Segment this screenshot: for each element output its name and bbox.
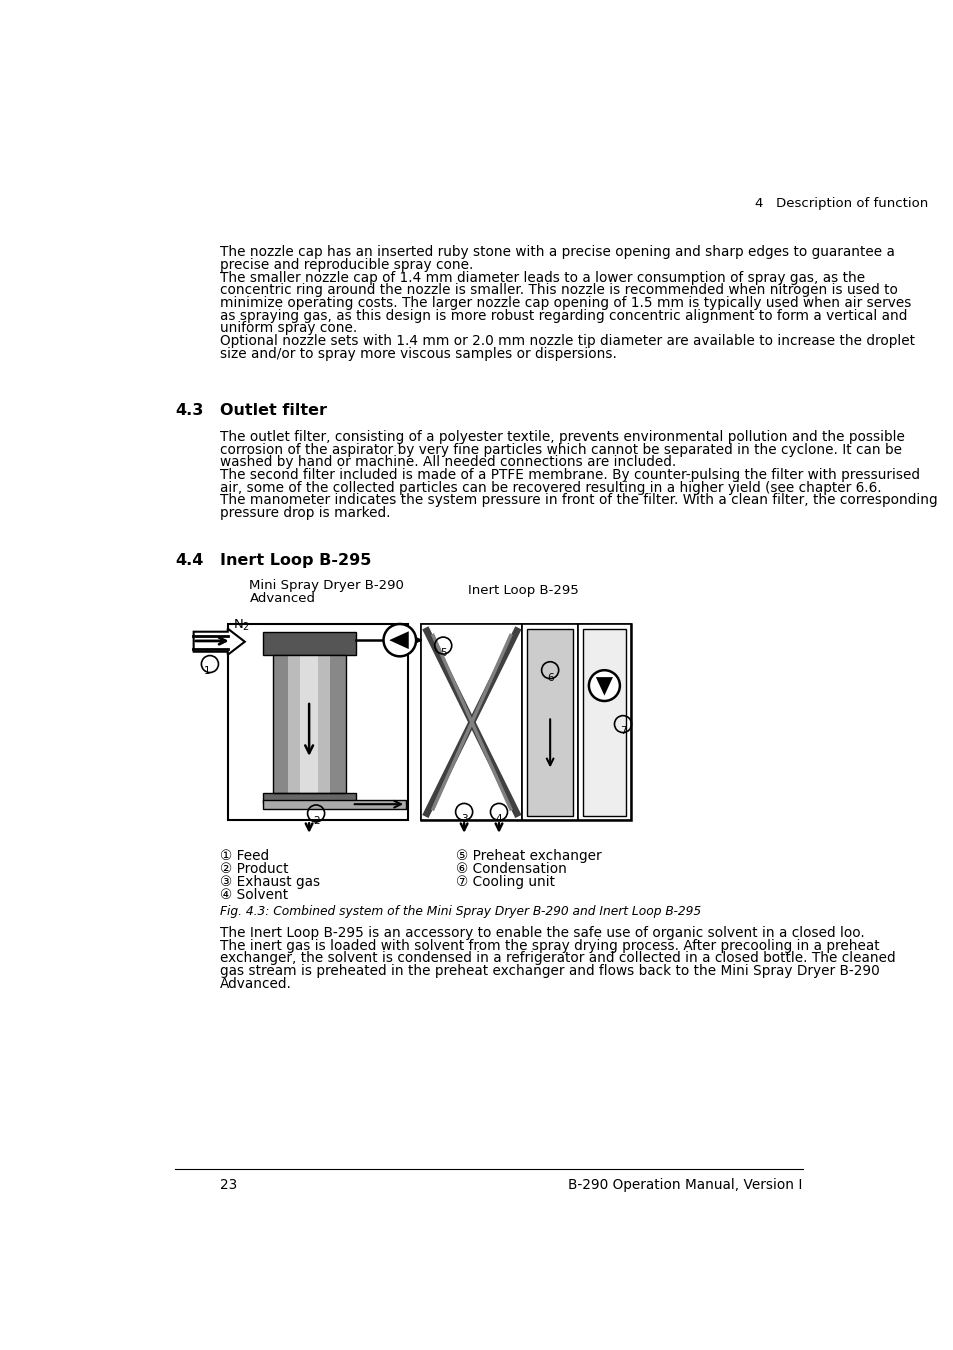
Text: Optional nozzle sets with 1.4 mm or 2.0 mm nozzle tip diameter are available to : Optional nozzle sets with 1.4 mm or 2.0 … xyxy=(220,333,914,348)
Bar xyxy=(273,655,288,794)
Text: concentric ring around the nozzle is smaller. This nozzle is recommended when ni: concentric ring around the nozzle is sma… xyxy=(220,284,897,297)
Text: exchanger, the solvent is condensed in a refrigerator and collected in a closed : exchanger, the solvent is condensed in a… xyxy=(220,952,895,965)
Bar xyxy=(262,799,406,809)
Text: Mini Spray Dryer B-290: Mini Spray Dryer B-290 xyxy=(249,579,404,593)
Bar xyxy=(262,794,355,803)
Text: uniform spray cone.: uniform spray cone. xyxy=(220,321,356,335)
Text: 5: 5 xyxy=(439,648,446,657)
Text: The second filter included is made of a PTFE membrane. By counter-pulsing the fi: The second filter included is made of a … xyxy=(220,468,919,482)
Polygon shape xyxy=(596,678,612,695)
Text: 1: 1 xyxy=(204,667,211,676)
Circle shape xyxy=(383,624,416,656)
Text: ⑤ Preheat exchanger: ⑤ Preheat exchanger xyxy=(456,849,601,863)
Polygon shape xyxy=(389,632,408,649)
Text: The inert gas is loaded with solvent from the spray drying process. After precoo: The inert gas is loaded with solvent fro… xyxy=(220,938,879,953)
Text: ⑥ Condensation: ⑥ Condensation xyxy=(456,861,567,876)
Circle shape xyxy=(588,670,619,701)
Bar xyxy=(578,624,630,821)
Text: The smaller nozzle cap of 1.4 mm diameter leads to a lower consumption of spray : The smaller nozzle cap of 1.4 mm diamete… xyxy=(220,270,864,285)
Text: 3: 3 xyxy=(460,814,467,825)
Bar xyxy=(421,624,630,821)
Bar xyxy=(421,624,521,821)
Text: corrosion of the aspirator by very fine particles which cannot be separated in t: corrosion of the aspirator by very fine … xyxy=(220,443,901,456)
Text: 7: 7 xyxy=(619,726,626,736)
Text: 6: 6 xyxy=(546,672,553,683)
Text: ① Feed: ① Feed xyxy=(220,849,269,863)
Text: as spraying gas, as this design is more robust regarding concentric alignment to: as spraying gas, as this design is more … xyxy=(220,309,906,323)
Text: The outlet filter, consisting of a polyester textile, prevents environmental pol: The outlet filter, consisting of a polye… xyxy=(220,429,904,444)
Text: 4   Description of function: 4 Description of function xyxy=(754,197,927,211)
Bar xyxy=(262,632,355,655)
Text: B-290 Operation Manual, Version I: B-290 Operation Manual, Version I xyxy=(568,1179,802,1192)
Bar xyxy=(288,655,330,794)
Text: ④ Solvent: ④ Solvent xyxy=(220,888,288,902)
Bar xyxy=(299,655,318,794)
Text: Advanced.: Advanced. xyxy=(220,976,292,991)
Text: size and/or to spray more viscous samples or dispersions.: size and/or to spray more viscous sample… xyxy=(220,347,617,360)
Text: 4.4: 4.4 xyxy=(174,554,203,568)
Text: The manometer indicates the system pressure in front of the filter. With a clean: The manometer indicates the system press… xyxy=(220,494,937,508)
Text: Inert Loop B-295: Inert Loop B-295 xyxy=(220,554,371,568)
Text: Inert Loop B-295: Inert Loop B-295 xyxy=(468,585,578,597)
Text: ③ Exhaust gas: ③ Exhaust gas xyxy=(220,875,320,890)
Text: The Inert Loop B-295 is an accessory to enable the safe use of organic solvent i: The Inert Loop B-295 is an accessory to … xyxy=(220,926,863,940)
Text: 2: 2 xyxy=(313,815,319,826)
Bar xyxy=(273,655,345,794)
Text: minimize operating costs. The larger nozzle cap opening of 1.5 mm is typically u: minimize operating costs. The larger noz… xyxy=(220,296,910,310)
Text: Fig. 4.3: Combined system of the Mini Spray Dryer B-290 and Inert Loop B-295: Fig. 4.3: Combined system of the Mini Sp… xyxy=(220,904,700,918)
Text: 4: 4 xyxy=(496,814,502,825)
Text: ② Product: ② Product xyxy=(220,861,288,876)
Text: 2: 2 xyxy=(242,622,249,632)
Polygon shape xyxy=(193,629,245,655)
Text: washed by hand or machine. All needed connections are included.: washed by hand or machine. All needed co… xyxy=(220,455,676,470)
Text: pressure drop is marked.: pressure drop is marked. xyxy=(220,506,390,520)
Bar xyxy=(228,624,407,821)
Text: Advanced: Advanced xyxy=(249,591,315,605)
Text: 4.3: 4.3 xyxy=(174,404,203,418)
Text: ⑦ Cooling unit: ⑦ Cooling unit xyxy=(456,875,555,890)
Text: N: N xyxy=(233,618,243,630)
Text: Outlet filter: Outlet filter xyxy=(220,404,327,418)
Bar xyxy=(330,655,345,794)
Text: The nozzle cap has an inserted ruby stone with a precise opening and sharp edges: The nozzle cap has an inserted ruby ston… xyxy=(220,246,894,259)
Text: precise and reproducible spray cone.: precise and reproducible spray cone. xyxy=(220,258,473,271)
Bar xyxy=(521,624,578,821)
Text: 23: 23 xyxy=(220,1179,237,1192)
Bar xyxy=(582,629,625,815)
Text: gas stream is preheated in the preheat exchanger and flows back to the Mini Spra: gas stream is preheated in the preheat e… xyxy=(220,964,879,977)
Bar xyxy=(526,629,573,815)
Text: air, some of the collected particles can be recovered resulting in a higher yiel: air, some of the collected particles can… xyxy=(220,481,881,495)
